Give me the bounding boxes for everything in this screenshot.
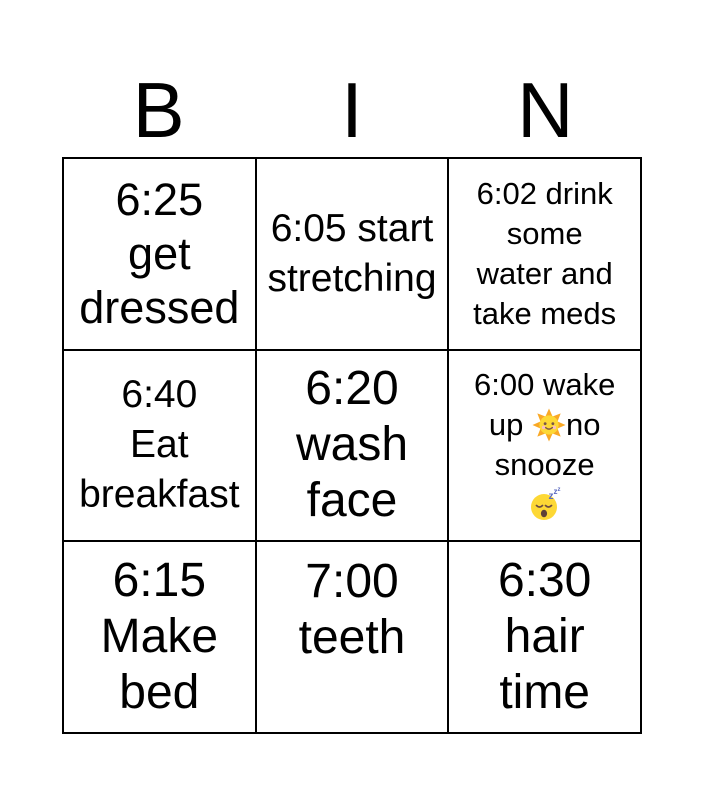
title-letter-b: B bbox=[132, 66, 185, 154]
cell-text-line: dressed bbox=[79, 281, 240, 333]
bingo-cell-wash-face[interactable]: 6:20 wash face bbox=[256, 350, 448, 541]
svg-text:z: z bbox=[553, 487, 557, 496]
cell-text-line: 6:40 bbox=[121, 373, 198, 417]
cell-text-line: 7:00 bbox=[305, 555, 399, 609]
cell-text-line: take meds bbox=[473, 295, 617, 331]
bingo-cell-brush-teeth[interactable]: 7:00 teeth bbox=[256, 542, 448, 732]
cell-text-line: stretching bbox=[267, 256, 437, 300]
cell-text-line: 6:05 start bbox=[270, 206, 434, 250]
card-title-letters: B I N bbox=[62, 0, 642, 157]
cell-text-line: water and bbox=[476, 255, 613, 291]
cell-text-line: get bbox=[128, 227, 191, 279]
title-letter-n: N bbox=[517, 66, 574, 154]
cell-text-line: face bbox=[306, 474, 398, 528]
bingo-cell-drink-water-take-meds[interactable]: 6:02 drink some water and take meds bbox=[449, 159, 640, 349]
cell-text-line: 6:15 bbox=[112, 554, 207, 608]
cell-text-line: z z z bbox=[527, 485, 563, 525]
cell-text-line: 6:00 wake bbox=[474, 367, 616, 403]
bingo-grid: 6:25 get dressed 6:05 start stretching 6:02 d… bbox=[62, 157, 642, 734]
cell-text-line: time bbox=[499, 666, 590, 720]
svg-text:z: z bbox=[548, 491, 553, 502]
bingo-cell-make-bed[interactable]: 6:15 Make bed bbox=[64, 542, 255, 732]
sun-with-face-emoji bbox=[532, 408, 566, 443]
cell-text-line: hair bbox=[504, 610, 585, 664]
bingo-cell-get-dressed[interactable]: 6:25 get dressed bbox=[64, 159, 255, 349]
cell-text-line: 6:30 bbox=[497, 554, 592, 608]
cell-text-line: breakfast bbox=[79, 473, 240, 517]
title-letter-i: I bbox=[341, 66, 363, 154]
bingo-cell-wake-up-no-snooze[interactable]: 6:00 wake up no snooze z z z bbox=[449, 350, 640, 541]
cell-text-line: Eat bbox=[130, 423, 189, 467]
cell-text-line: up no bbox=[488, 407, 601, 443]
sleeping-face-emoji: z z z bbox=[527, 486, 563, 522]
cell-text-line: bed bbox=[119, 666, 200, 720]
bingo-cell-hair-time[interactable]: 6:30 hair time bbox=[449, 542, 640, 732]
cell-text-line: 6:20 bbox=[305, 362, 399, 416]
cell-text-line: Make bbox=[100, 610, 219, 664]
bingo-cell-start-stretching[interactable]: 6:05 start stretching bbox=[256, 159, 448, 349]
cell-text-line: snooze bbox=[494, 447, 595, 483]
cell-text-line: 6:02 drink bbox=[476, 175, 613, 211]
cell-text-line: wash bbox=[295, 418, 409, 472]
cell-text-line: some bbox=[506, 215, 583, 251]
svg-text:z: z bbox=[557, 487, 560, 493]
cell-text-line: teeth bbox=[298, 611, 406, 665]
bingo-cell-eat-breakfast[interactable]: 6:40 Eat breakfast bbox=[64, 350, 255, 541]
cell-text-line: 6:25 bbox=[115, 173, 204, 225]
